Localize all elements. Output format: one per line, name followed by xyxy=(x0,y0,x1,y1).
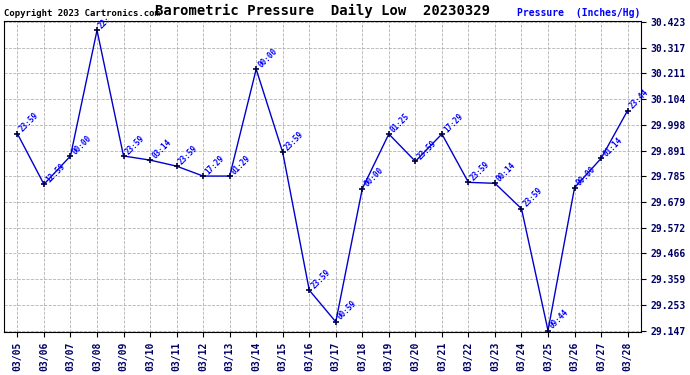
Text: Pressure  (Inches/Hg): Pressure (Inches/Hg) xyxy=(518,8,641,18)
Text: 00:59: 00:59 xyxy=(336,299,359,322)
Text: 01:29: 01:29 xyxy=(230,153,253,176)
Text: 00:00: 00:00 xyxy=(575,165,598,188)
Text: 17:29: 17:29 xyxy=(442,111,464,134)
Title: Barometric Pressure  Daily Low  20230329: Barometric Pressure Daily Low 20230329 xyxy=(155,4,490,18)
Text: 23:59: 23:59 xyxy=(17,111,40,134)
Text: 17:29: 17:29 xyxy=(203,153,226,176)
Text: 23:59: 23:59 xyxy=(415,139,438,161)
Text: 23:59: 23:59 xyxy=(469,160,491,182)
Text: 00:00: 00:00 xyxy=(362,166,385,189)
Text: 00:14: 00:14 xyxy=(495,160,518,183)
Text: 01:25: 01:25 xyxy=(389,111,411,134)
Text: 09:44: 09:44 xyxy=(548,308,571,330)
Text: 23:59: 23:59 xyxy=(124,133,146,156)
Text: 23:44: 23:44 xyxy=(628,88,650,111)
Text: 23:59: 23:59 xyxy=(283,130,306,152)
Text: 03:14: 03:14 xyxy=(150,137,172,160)
Text: Copyright 2023 Cartronics.com: Copyright 2023 Cartronics.com xyxy=(4,9,160,18)
Text: 00:00: 00:00 xyxy=(256,46,279,69)
Text: 01:14: 01:14 xyxy=(601,136,624,158)
Text: 00:00: 00:00 xyxy=(70,133,93,156)
Text: 12:59: 12:59 xyxy=(44,162,67,184)
Text: 23:59: 23:59 xyxy=(309,267,332,290)
Text: 23:59: 23:59 xyxy=(522,186,544,209)
Text: 23:59: 23:59 xyxy=(177,144,199,166)
Text: 22:: 22: xyxy=(97,14,113,30)
